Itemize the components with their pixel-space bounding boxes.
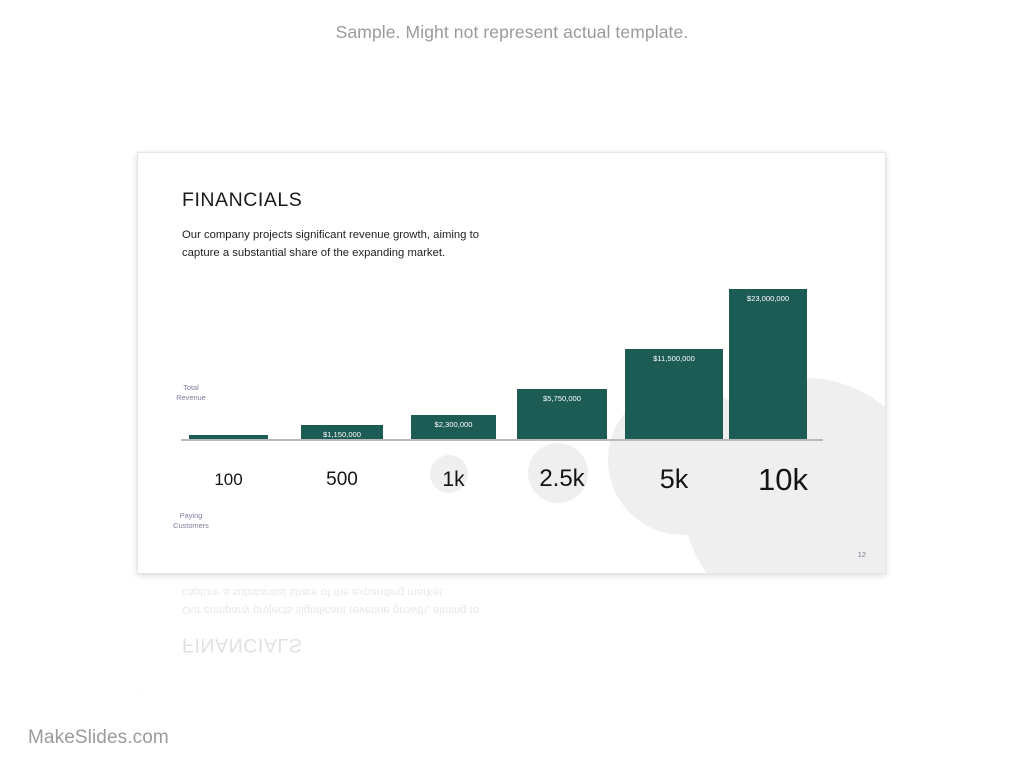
x-axis-label-line2: Customers: [173, 520, 209, 530]
chart-bar: $1,150,000: [301, 425, 383, 439]
chart-category-label-10k: 10k: [758, 461, 808, 497]
chart-bar-value-label: $23,000,000: [746, 294, 790, 303]
x-axis-label-line1: Paying: [179, 511, 203, 520]
slide-reflection: FINANCIALS Our company projects signific…: [137, 575, 886, 693]
chart-bar: [189, 435, 268, 439]
chart-category-label-500: 500: [326, 468, 358, 490]
chart-category-label-2.5k: 2.5k: [539, 465, 585, 492]
slide-subtitle: Our company projects significant revenue…: [182, 586, 480, 616]
slide-title: FINANCIALS: [182, 634, 303, 656]
revenue-bar-chart: Total Revenue Paying Customers 100$1,150…: [138, 575, 886, 692]
chart-axis-line: [181, 439, 823, 441]
y-axis-label-line2: Revenue: [176, 392, 206, 402]
slide-card[interactable]: FINANCIALS Our company projects signific…: [137, 152, 886, 574]
y-axis-label: Total Revenue: [148, 383, 234, 403]
sample-notice: Sample. Might not represent actual templ…: [335, 22, 689, 42]
chart-bar: $5,750,000: [517, 389, 607, 439]
decorative-circle-medium: [528, 443, 588, 503]
slide-subtitle: Our company projects significant revenue…: [182, 229, 480, 259]
decorative-circle-small: [430, 455, 468, 493]
chart-bar-value-label: $5,750,000: [542, 394, 581, 403]
y-axis-label-line1: Total: [183, 383, 199, 392]
slide-card-wrapper: FINANCIALS Our company projects signific…: [137, 152, 886, 574]
slide-card[interactable]: FINANCIALS Our company projects signific…: [137, 575, 886, 693]
chart-bar: $11,500,000: [625, 349, 723, 439]
chart-bar-value-label: $1,150,000: [322, 430, 361, 439]
chart-category-label-1k: 1k: [442, 467, 465, 491]
revenue-bar-chart: Total Revenue Paying Customers 100 $1,150…: [138, 153, 885, 573]
chart-bar-value-label: $2,300,000: [434, 420, 473, 429]
x-axis-label: Paying Customers: [148, 511, 234, 531]
slide-page-number: 12: [857, 550, 866, 559]
chart-category-label-5k: 5k: [659, 463, 689, 494]
brand-watermark: MakeSlides.com: [28, 727, 169, 748]
chart-bar-value-label: $11,500,000: [653, 354, 695, 363]
slide-reflection-content: FINANCIALS Our company projects signific…: [137, 575, 886, 693]
chart-category-label-100: 100: [214, 469, 243, 489]
chart-bar: $2,300,000: [411, 415, 496, 439]
chart-bar: $23,000,000: [729, 289, 807, 439]
slide-title: FINANCIALS: [182, 189, 303, 211]
